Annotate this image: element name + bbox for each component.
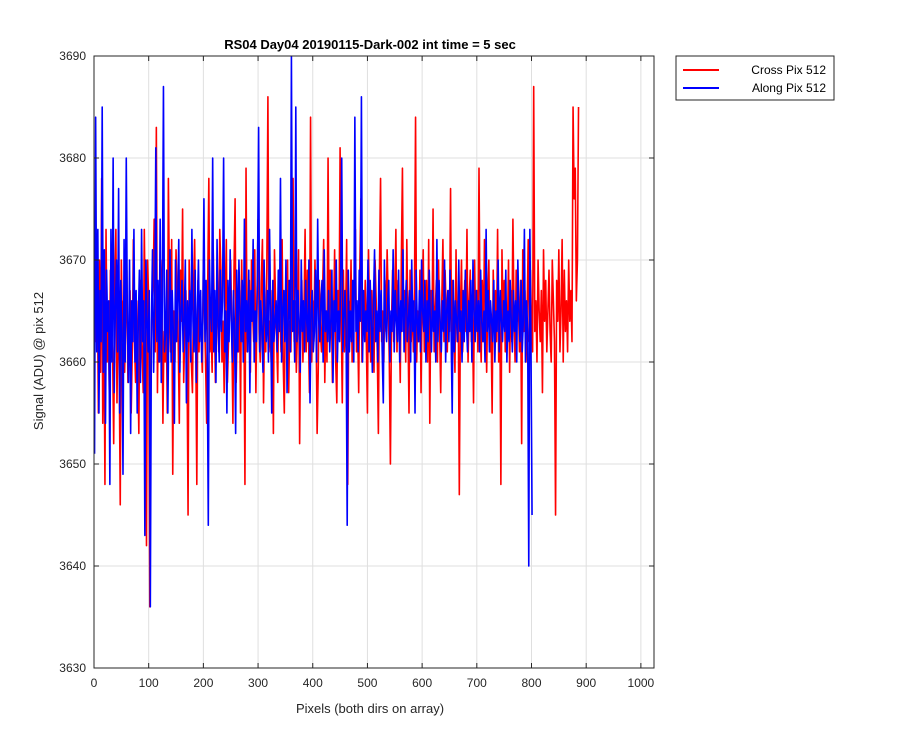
y-tick-label: 3670: [59, 253, 86, 267]
x-tick-labels: 0 100 200 300 400 500 600 700 800 900 1000: [91, 676, 655, 690]
y-tick-label: 3660: [59, 355, 86, 369]
x-tick-label: 1000: [628, 676, 655, 690]
x-tick-label: 200: [193, 676, 213, 690]
y-tick-label: 3640: [59, 559, 86, 573]
series-line-along-pix-512: [94, 56, 533, 608]
x-tick-label: 900: [576, 676, 596, 690]
y-tick-label: 3690: [59, 49, 86, 63]
x-tick-label: 700: [467, 676, 487, 690]
y-tick-label: 3680: [59, 151, 86, 165]
y-axis-label: Signal (ADU) @ pix 512: [31, 292, 46, 430]
y-tick-label: 3650: [59, 457, 86, 471]
tick-marks: [93, 55, 654, 669]
x-tick-label: 100: [139, 676, 159, 690]
x-tick-label: 300: [248, 676, 268, 690]
x-tick-label: 400: [303, 676, 323, 690]
x-tick-label: 600: [412, 676, 432, 690]
x-tick-label: 0: [91, 676, 98, 690]
legend-box: [675, 55, 835, 101]
x-tick-label: 500: [357, 676, 377, 690]
x-axis-label: Pixels (both dirs on array): [296, 701, 444, 716]
series-lines: [94, 56, 580, 608]
x-tick-label: 800: [521, 676, 541, 690]
y-tick-label: 3630: [59, 661, 86, 675]
legend: Cross Pix 512 Along Pix 512: [675, 55, 835, 101]
legend-label-along: Along Pix 512: [752, 81, 826, 95]
legend-label-cross: Cross Pix 512: [751, 63, 826, 77]
y-tick-labels: 3630 3640 3650 3660 3670 3680 3690: [59, 49, 86, 675]
chart-title: RS04 Day04 20190115-Dark-002 int time = …: [224, 37, 516, 52]
